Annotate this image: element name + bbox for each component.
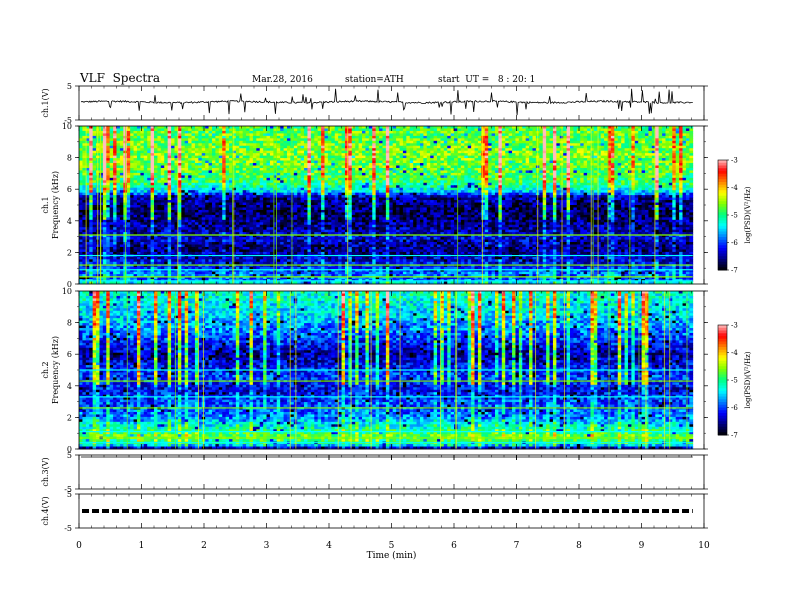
figure-title: VLF Spectra (80, 71, 160, 85)
panel-ch1V (75, 85, 708, 121)
colorbar-tick-label: -3 (731, 322, 738, 330)
x-tick-label: 7 (514, 541, 520, 551)
colorbar-tick-label: -6 (731, 404, 738, 412)
colorbar-tick-label: -5 (731, 377, 738, 385)
start-time-label: start UT = 8 : 20: 1 (438, 75, 535, 85)
y-tick-label: 0 (67, 445, 72, 454)
y-tick-label: 2 (67, 413, 72, 422)
y-tick-label: 5 (67, 490, 72, 499)
y-axis-label: ch.1(V) (41, 88, 50, 117)
y-axis-label: ch.4(V) (41, 496, 50, 525)
x-tick-label: 5 (389, 541, 395, 551)
colorbar-label: log(PSD)(V²/Hz) (744, 186, 752, 243)
y-tick-label: 6 (67, 185, 72, 194)
x-tick-label: 0 (76, 541, 82, 551)
y-tick-label: 10 (62, 287, 72, 296)
x-tick-label: 10 (698, 541, 710, 551)
y-tick-label: 5 (67, 451, 72, 460)
colorbar-tick-label: -4 (731, 184, 738, 192)
y-tick-label: 4 (67, 217, 72, 226)
y-tick-label: 8 (67, 154, 72, 163)
y-tick-label: 10 (62, 122, 72, 131)
x-axis-label: Time (min) (367, 550, 417, 561)
x-tick-label: 1 (139, 541, 145, 551)
y-axis-label-frequency: Frequency (kHz) (51, 171, 60, 239)
colorbar-tick-label: -7 (731, 267, 738, 275)
station-label: station=ATH (345, 75, 404, 85)
x-tick-label: 8 (576, 541, 582, 551)
date-label: Mar.28, 2016 (252, 75, 313, 85)
y-tick-label: 8 (67, 319, 72, 328)
y-axis-label: ch.2 (41, 361, 50, 378)
y-tick-label: -5 (64, 524, 72, 533)
panel-ch4V (75, 493, 708, 529)
x-tick-label: 2 (201, 541, 207, 551)
panel-ch3V (75, 454, 708, 490)
x-tick-label: 3 (264, 541, 270, 551)
y-tick-label: 0 (67, 280, 72, 289)
y-tick-label: 2 (67, 248, 72, 257)
panel-ch1spec (75, 125, 729, 285)
spectrogram-ch1spec (79, 126, 694, 285)
y-tick-label: 5 (67, 82, 72, 91)
colorbar-tick-label: -6 (731, 239, 738, 247)
colorbar-tick-label: -5 (731, 212, 738, 220)
y-tick-label: 6 (67, 350, 72, 359)
colorbar-tick-label: -7 (731, 432, 738, 440)
colorbar-label: log(PSD)(V²/Hz) (744, 351, 752, 408)
y-axis-label: ch.3(V) (41, 457, 50, 486)
y-tick-label: -5 (64, 485, 72, 494)
panel-frame (78, 454, 705, 490)
x-tick-label: 6 (451, 541, 457, 551)
colorbar-tick-label: -4 (731, 349, 738, 357)
x-tick-label: 9 (639, 541, 645, 551)
colorbar-ch2spec (717, 324, 729, 436)
colorbar-ch1spec (717, 159, 729, 271)
y-tick-label: -5 (64, 116, 72, 125)
waveform-ch1V (81, 88, 693, 116)
panel-ch2spec (75, 290, 729, 450)
y-axis-label: ch.1 (41, 196, 50, 213)
colorbar-tick-label: -3 (731, 157, 738, 165)
y-tick-label: 4 (67, 382, 72, 391)
y-axis-label-frequency: Frequency (kHz) (51, 336, 60, 404)
x-tick-label: 4 (326, 541, 332, 551)
